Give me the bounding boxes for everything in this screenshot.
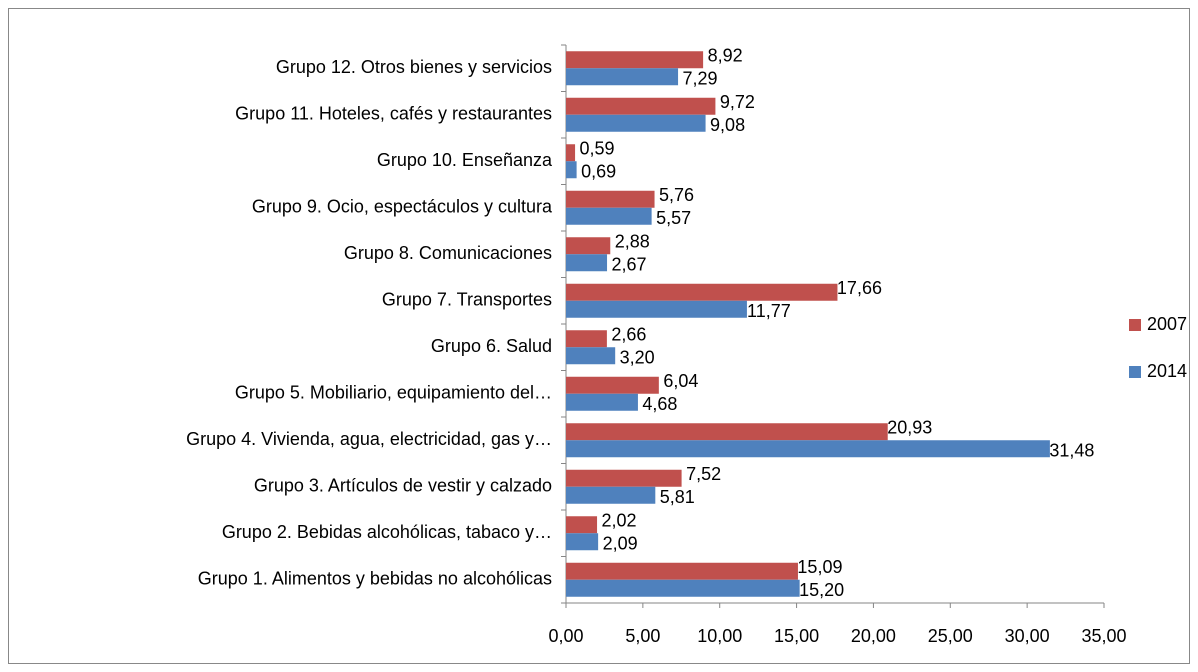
bar (566, 469, 682, 487)
legend-swatch (1129, 366, 1141, 378)
value-label: 2,66 (611, 325, 646, 345)
x-tick-label: 0,00 (548, 626, 583, 646)
bar (566, 533, 599, 551)
value-label: 17,66 (837, 278, 882, 298)
value-label: 0,69 (581, 162, 616, 182)
bar (566, 144, 576, 162)
category-label: Grupo 9. Ocio, espectáculos y cultura (252, 197, 553, 217)
category-label: Grupo 1. Alimentos y bebidas no alcohóli… (198, 569, 552, 589)
x-tick-label: 10,00 (697, 626, 742, 646)
value-label: 5,57 (656, 208, 691, 228)
x-tick-label: 25,00 (928, 626, 973, 646)
value-label: 2,02 (602, 511, 637, 531)
category-label: Grupo 4. Vivienda, agua, electricidad, g… (186, 429, 552, 449)
category-label: Grupo 10. Enseñanza (377, 150, 553, 170)
value-label: 6,04 (663, 371, 698, 391)
value-label: 0,59 (580, 139, 615, 159)
legend-label: 2007 (1147, 314, 1187, 334)
value-label: 15,20 (799, 580, 844, 600)
bar (566, 97, 716, 115)
category-label: Grupo 3. Artículos de vestir y calzado (254, 476, 552, 496)
value-label: 9,08 (710, 115, 745, 135)
category-label: Grupo 5. Mobiliario, equipamiento del… (235, 383, 552, 403)
x-tick-label: 15,00 (774, 626, 819, 646)
value-label: 5,76 (659, 185, 694, 205)
bar (566, 330, 607, 348)
value-label: 8,92 (708, 46, 743, 66)
bar (566, 237, 611, 255)
value-label: 7,29 (683, 69, 718, 89)
category-label: Grupo 8. Comunicaciones (344, 243, 552, 263)
bar (566, 347, 616, 365)
bar (566, 300, 747, 318)
category-label: Grupo 12. Otros bienes y servicios (276, 57, 552, 77)
bar (566, 423, 888, 441)
category-label: Grupo 6. Salud (431, 336, 552, 356)
bar (566, 440, 1050, 458)
value-label: 7,52 (686, 464, 721, 484)
value-label: 2,09 (603, 534, 638, 554)
bar (566, 161, 577, 179)
bar (566, 516, 598, 534)
value-label: 4,68 (642, 394, 677, 414)
bar (566, 376, 659, 394)
legend-swatch (1129, 319, 1141, 331)
x-tick-label: 5,00 (625, 626, 660, 646)
bar (566, 207, 652, 225)
bar (566, 283, 838, 301)
legend-label: 2014 (1147, 361, 1187, 381)
x-tick-label: 35,00 (1081, 626, 1126, 646)
bar (566, 562, 798, 580)
value-label: 3,20 (620, 348, 655, 368)
value-label: 20,93 (887, 418, 932, 438)
value-label: 11,77 (747, 301, 791, 321)
bar (566, 51, 704, 69)
category-label: Grupo 11. Hoteles, cafés y restaurantes (235, 104, 552, 124)
bar (566, 579, 800, 597)
bar (566, 190, 655, 208)
bar (566, 393, 638, 411)
x-tick-label: 20,00 (851, 626, 896, 646)
category-label: Grupo 2. Bebidas alcohólicas, tabaco y… (222, 522, 552, 542)
value-label: 15,09 (797, 557, 842, 577)
value-label: 31,48 (1049, 441, 1094, 461)
value-label: 2,67 (612, 255, 647, 275)
value-label: 2,88 (615, 232, 650, 252)
value-label: 5,81 (660, 487, 695, 507)
bar (566, 254, 608, 272)
value-label: 9,72 (720, 92, 755, 112)
category-label: Grupo 7. Transportes (382, 290, 552, 310)
x-tick-label: 30,00 (1005, 626, 1050, 646)
bar (566, 68, 679, 86)
bar (566, 486, 656, 504)
bar (566, 114, 706, 132)
